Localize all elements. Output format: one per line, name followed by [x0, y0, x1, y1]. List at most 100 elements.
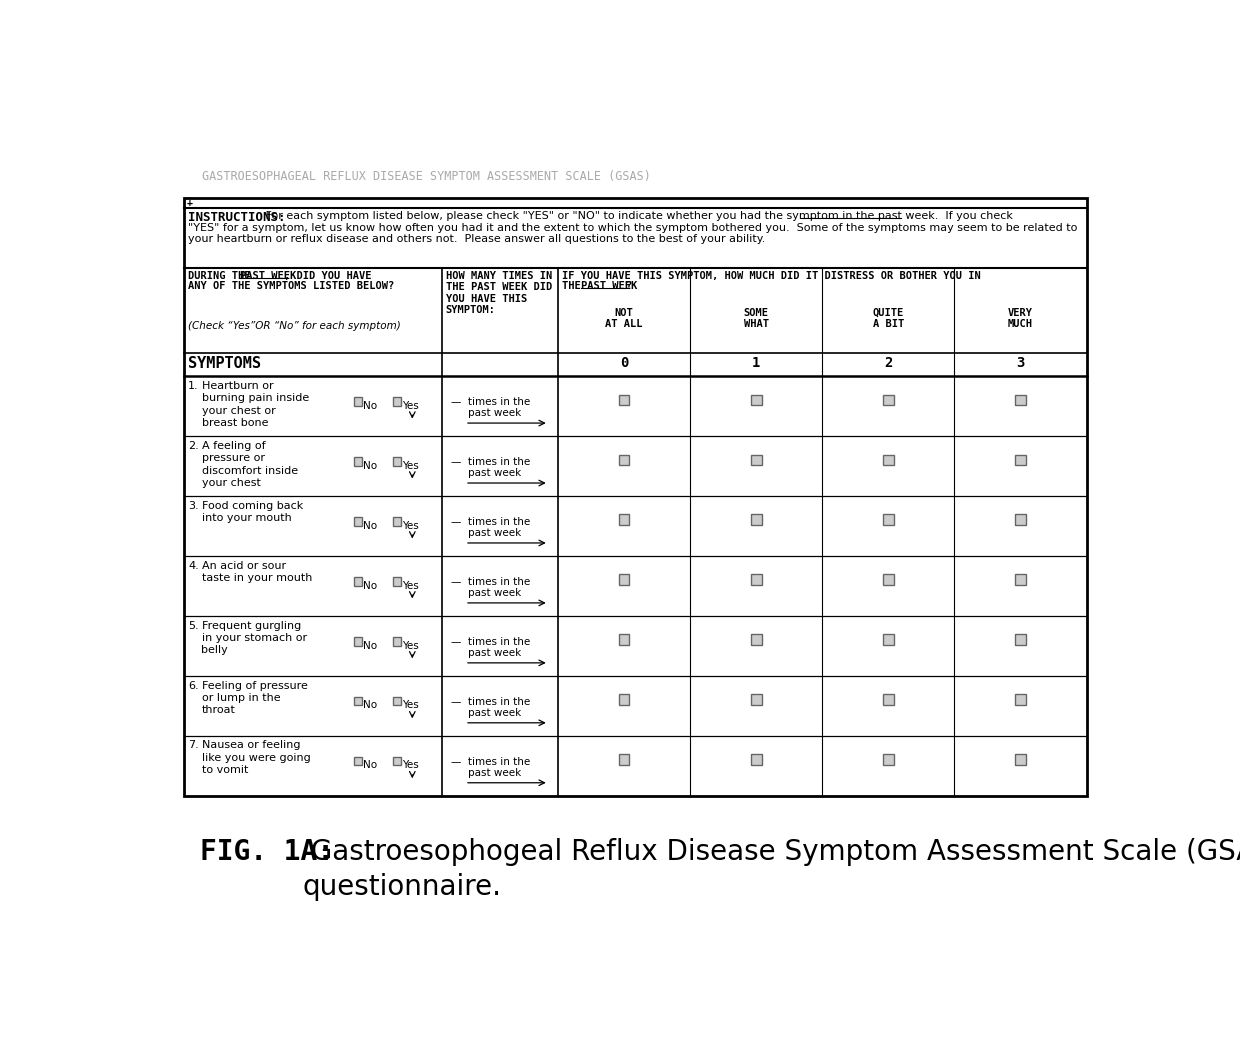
Bar [353, 757, 362, 766]
Text: past week: past week [469, 768, 521, 778]
Bar [353, 577, 362, 585]
Text: INSTRUCTIONS:: INSTRUCTIONS: [187, 210, 285, 224]
Text: VERY
MUCH: VERY MUCH [1008, 308, 1033, 329]
Bar [353, 517, 362, 526]
Text: 6.: 6. [188, 681, 198, 690]
Bar [1016, 634, 1025, 645]
Bar [393, 757, 401, 766]
Text: "YES" for a symptom, let us know how often you had it and the extent to which th: "YES" for a symptom, let us know how oft… [187, 223, 1076, 233]
Bar [1016, 575, 1025, 585]
Text: THE: THE [562, 280, 587, 291]
Text: past week: past week [469, 409, 521, 418]
Bar [750, 634, 761, 645]
Bar [393, 637, 401, 646]
Text: Heartburn or
burning pain inside
your chest or
breast bone: Heartburn or burning pain inside your ch… [201, 381, 309, 428]
Text: SYMPTOMS: SYMPTOMS [187, 356, 260, 371]
Bar [619, 695, 630, 705]
Text: No: No [363, 760, 378, 770]
Text: GASTROESOPHAGEAL REFLUX DISEASE SYMPTOM ASSESSMENT SCALE (GSAS): GASTROESOPHAGEAL REFLUX DISEASE SYMPTOM … [201, 170, 650, 183]
Bar [750, 754, 761, 765]
Text: your heartburn or reflux disease and others not.  Please answer all questions to: your heartburn or reflux disease and oth… [187, 235, 765, 244]
Bar [750, 395, 761, 406]
Text: Gastroesophogeal Reflux Disease Symptom Assessment Scale (GSAS)
questionnaire.: Gastroesophogeal Reflux Disease Symptom … [303, 838, 1240, 901]
Bar [619, 514, 630, 526]
Bar [1016, 395, 1025, 406]
Bar [1016, 455, 1025, 465]
Text: 1.: 1. [188, 381, 198, 391]
Text: PAST WEEK: PAST WEEK [582, 280, 637, 291]
Bar [353, 397, 362, 406]
Bar [1016, 754, 1025, 765]
Text: QUITE
A BIT: QUITE A BIT [873, 308, 904, 329]
Text: 3.: 3. [188, 500, 198, 511]
Bar [750, 575, 761, 585]
Text: Yes: Yes [402, 760, 419, 770]
Text: FIG. 1A:: FIG. 1A: [200, 838, 334, 867]
Text: Yes: Yes [402, 701, 419, 710]
Text: For each symptom listed below, please check "YES" or "NO" to indicate whether yo: For each symptom listed below, please ch… [262, 210, 1013, 221]
Text: No: No [363, 400, 378, 411]
Bar [619, 455, 630, 465]
Bar [393, 577, 401, 585]
Text: past week: past week [469, 468, 521, 478]
Bar [185, 199, 1086, 795]
Bar [353, 458, 362, 466]
Text: past week: past week [469, 528, 521, 538]
Bar [353, 697, 362, 705]
Text: 1: 1 [751, 356, 760, 371]
Text: No: No [363, 581, 378, 590]
Text: —  times in the: — times in the [451, 697, 531, 706]
Text: 4.: 4. [188, 561, 200, 570]
Text: NOT
AT ALL: NOT AT ALL [605, 308, 642, 329]
Bar [619, 634, 630, 645]
Text: 7.: 7. [188, 740, 200, 751]
Bar [185, 199, 195, 208]
Text: Feeling of pressure
or lump in the
throat: Feeling of pressure or lump in the throa… [201, 681, 308, 716]
Bar [750, 455, 761, 465]
Text: —  times in the: — times in the [451, 517, 531, 527]
Bar [1016, 514, 1025, 526]
Bar [883, 455, 894, 465]
Text: Yes: Yes [402, 400, 419, 411]
Bar [353, 637, 362, 646]
Text: 3: 3 [1017, 356, 1024, 371]
Text: +: + [186, 199, 192, 208]
Text: Frequent gurgling
in your stomach or
belly: Frequent gurgling in your stomach or bel… [201, 620, 306, 655]
Text: No: No [363, 701, 378, 710]
Text: Yes: Yes [402, 520, 419, 531]
Text: Yes: Yes [402, 461, 419, 470]
Text: —  times in the: — times in the [451, 457, 531, 467]
Text: —  times in the: — times in the [451, 756, 531, 767]
Text: Yes: Yes [402, 640, 419, 651]
Text: Food coming back
into your mouth: Food coming back into your mouth [201, 500, 303, 524]
Text: Nausea or feeling
like you were going
to vomit: Nausea or feeling like you were going to… [201, 740, 310, 775]
Bar [750, 695, 761, 705]
Text: No: No [363, 461, 378, 470]
Text: PAST WEEK: PAST WEEK [241, 271, 296, 280]
Text: past week: past week [469, 588, 521, 598]
Text: past week: past week [469, 648, 521, 658]
Text: HOW MANY TIMES IN
THE PAST WEEK DID
YOU HAVE THIS
SYMPTOM:: HOW MANY TIMES IN THE PAST WEEK DID YOU … [445, 271, 552, 315]
Bar [883, 575, 894, 585]
Bar [619, 754, 630, 765]
Bar [393, 517, 401, 526]
Bar [750, 514, 761, 526]
Text: (Check “Yes”OR “No” for each symptom): (Check “Yes”OR “No” for each symptom) [187, 322, 401, 331]
Text: No: No [363, 640, 378, 651]
Text: 5.: 5. [188, 620, 198, 631]
Bar [1016, 695, 1025, 705]
Text: ?: ? [625, 280, 631, 291]
Text: No: No [363, 520, 378, 531]
Text: past week: past week [469, 708, 521, 718]
Text: 2: 2 [884, 356, 893, 371]
Text: , DID YOU HAVE: , DID YOU HAVE [284, 271, 372, 280]
Bar [883, 634, 894, 645]
Text: An acid or sour
taste in your mouth: An acid or sour taste in your mouth [201, 561, 312, 583]
Text: 0: 0 [620, 356, 629, 371]
Text: ANY OF THE SYMPTOMS LISTED BELOW?: ANY OF THE SYMPTOMS LISTED BELOW? [187, 280, 394, 291]
Text: —  times in the: — times in the [451, 637, 531, 647]
Text: DURING THE: DURING THE [187, 271, 257, 280]
Bar [393, 697, 401, 705]
Text: Yes: Yes [402, 581, 419, 590]
Bar [883, 395, 894, 406]
